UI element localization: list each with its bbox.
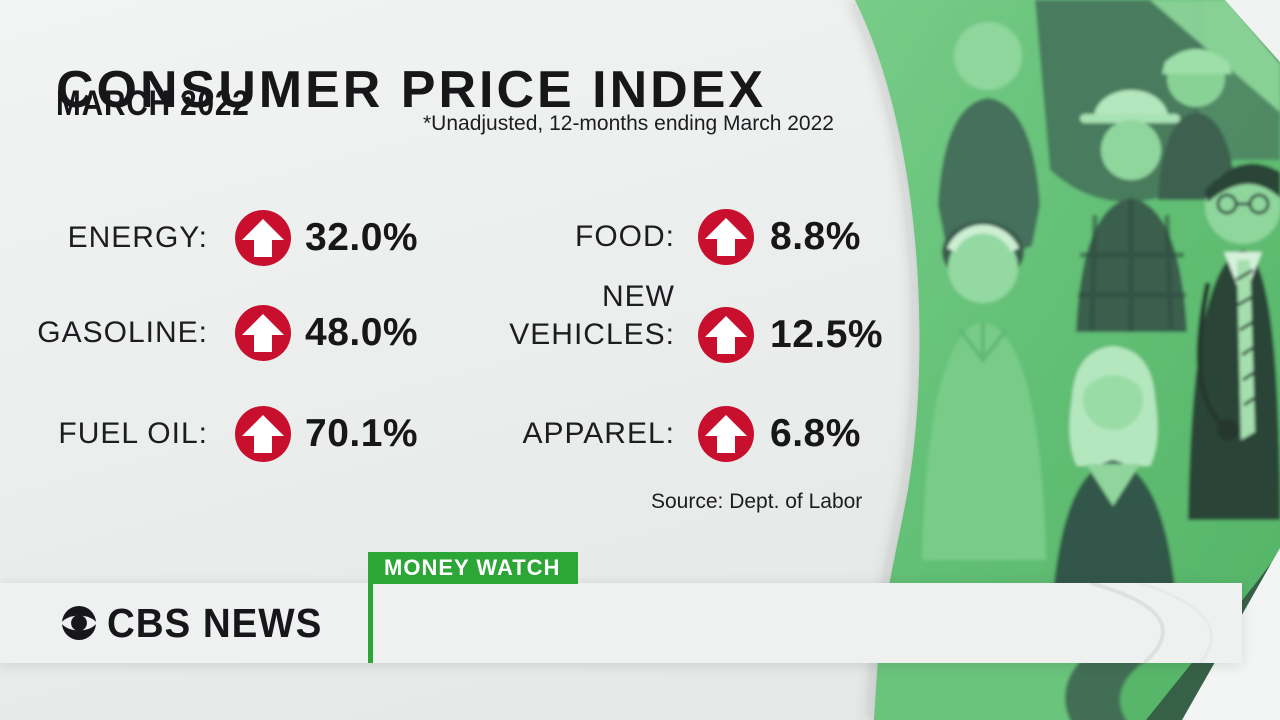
banner-divider: [368, 583, 373, 663]
cpi-row-energy: ENERGY: 32.0%: [28, 210, 418, 266]
arrow-up-icon: [235, 305, 291, 361]
cpi-row-fuel-oil: FUEL OIL: 70.1%: [28, 406, 418, 462]
stat-value: 6.8%: [770, 412, 861, 455]
lower-third-banner: CBS NEWS MARKETS SLIDE TO END WEEK: [0, 583, 1242, 663]
cbs-eye-icon: [61, 605, 97, 641]
stat-label: ENERGY:: [67, 220, 208, 254]
stat-label: FOOD:: [575, 219, 675, 253]
stat-value: 32.0%: [305, 216, 419, 259]
arrow-up-icon: [235, 210, 291, 266]
brand-wordmark: CBS NEWS: [107, 599, 323, 646]
cpi-row-food: FOOD: 8.8%: [440, 209, 861, 265]
arrow-up-icon: [698, 406, 754, 462]
page-subtitle: MARCH 2022: [56, 84, 250, 123]
stat-label: NEW VEHICLES:: [509, 279, 675, 351]
arrow-up-icon: [698, 209, 754, 265]
stat-label: GASOLINE:: [37, 315, 208, 349]
arrow-up-icon: [235, 406, 291, 462]
cbs-news-brand: CBS NEWS: [60, 583, 336, 663]
cpi-row-gasoline: GASOLINE: 48.0%: [28, 305, 418, 361]
page-title: CONSUMER PRICE INDEX: [56, 60, 767, 119]
stat-label: FUEL OIL:: [58, 416, 208, 450]
cpi-row-new-vehicles: NEW VEHICLES: 12.5%: [440, 280, 884, 363]
arrow-up-icon: [698, 307, 754, 363]
stat-value: 8.8%: [770, 215, 861, 258]
stat-value: 70.1%: [305, 412, 419, 455]
footnote: *Unadjusted, 12-months ending March 2022: [423, 112, 834, 135]
stat-label: APPAREL:: [522, 416, 675, 450]
moneywatch-badge: MONEY WATCH: [368, 552, 579, 584]
stat-value: 12.5%: [770, 313, 884, 356]
stat-value: 48.0%: [305, 311, 419, 354]
cpi-row-apparel: APPAREL: 6.8%: [440, 406, 861, 462]
banner-swoosh-decoration: [1089, 583, 1213, 663]
source-attribution: Source: Dept. of Labor: [651, 490, 863, 513]
